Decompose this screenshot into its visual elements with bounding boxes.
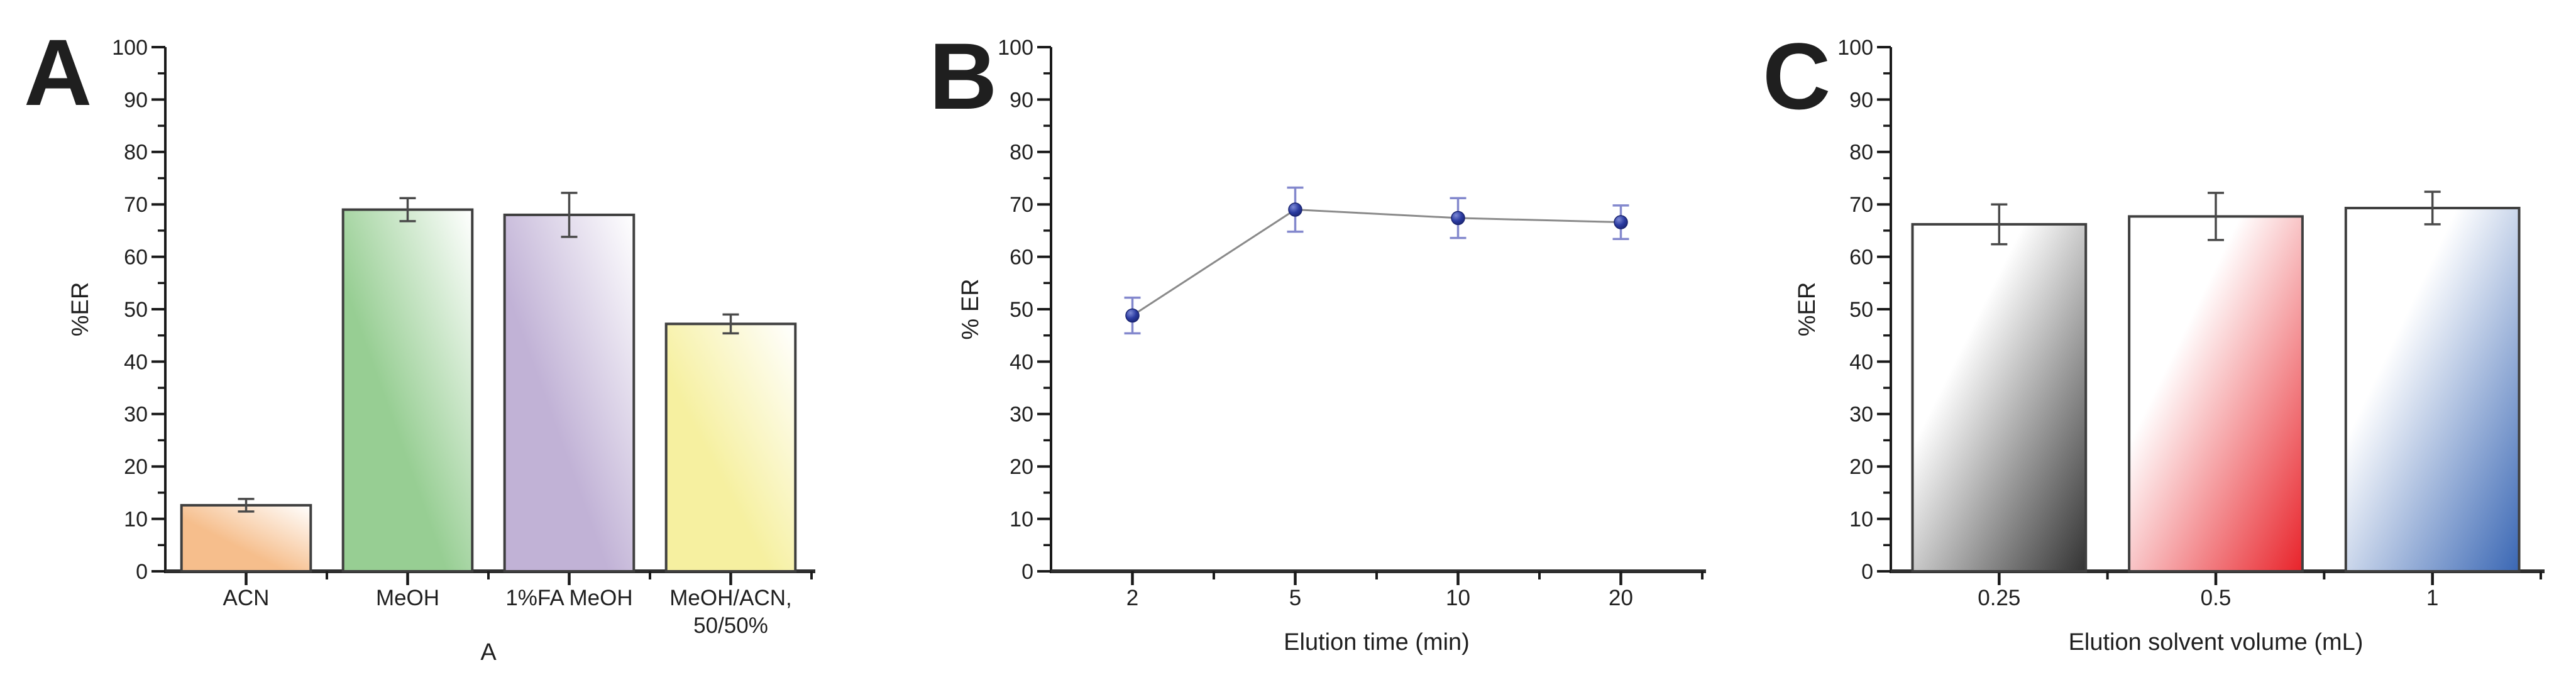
- x-axis-title: Elution time (min): [1284, 629, 1470, 656]
- y-tick-label: 80: [1010, 141, 1033, 165]
- x-axis-title: Elution solvent volume (mL): [2069, 629, 2364, 656]
- x-tick-label: 0.5: [2201, 586, 2232, 610]
- y-tick-label: 70: [1010, 193, 1033, 217]
- y-tick-label: 30: [124, 403, 148, 427]
- y-tick-label: 50: [1010, 298, 1033, 322]
- bar: [341, 208, 474, 573]
- y-tick-label: 10: [1849, 508, 1873, 532]
- x-tick-label: 10: [1446, 586, 1470, 610]
- y-tick-label: 60: [1010, 246, 1033, 270]
- y-tick-label: 80: [124, 141, 148, 165]
- bar: [664, 322, 797, 573]
- y-tick-label: 80: [1849, 141, 1873, 165]
- y-tick-label: 90: [1010, 88, 1033, 112]
- y-tick-label: 50: [124, 298, 148, 322]
- y-axis-title: % ER: [957, 278, 984, 339]
- panel-letter-a: A: [24, 19, 92, 125]
- y-tick-label: 30: [1849, 403, 1873, 427]
- y-tick-label: 20: [124, 455, 148, 479]
- bar: [1911, 222, 2088, 573]
- bar: [2128, 215, 2304, 573]
- bar-chart-elution-solvent-volume: 0 10 20 30 40 50 60 70 80 90 100 0.25 0.5 1 Elution so…: [1794, 36, 2545, 656]
- data-point: [1614, 215, 1628, 229]
- y-tick-label: 10: [124, 508, 148, 532]
- x-tick-label: MeOH: [376, 586, 439, 610]
- y-tick-label: 0: [136, 560, 148, 584]
- x-tick-label: ACN: [223, 586, 270, 610]
- y-tick-label: 50: [1849, 298, 1873, 322]
- y-axis-title: %ER: [67, 282, 94, 337]
- y-tick-label: 30: [1010, 403, 1033, 427]
- y-tick-label: 100: [112, 36, 148, 60]
- data-point: [1451, 211, 1465, 226]
- x-tick-label: 1%FA MeOH: [505, 586, 632, 610]
- data-point: [1125, 308, 1140, 323]
- bar: [2344, 207, 2521, 573]
- data-line: [1131, 209, 1621, 317]
- y-tick-label: 20: [1849, 455, 1873, 479]
- y-tick-label: 20: [1010, 455, 1033, 479]
- y-tick-label: 0: [1861, 560, 1873, 584]
- bar: [503, 213, 636, 573]
- data-point: [1288, 202, 1302, 217]
- panel-letter-b: B: [929, 23, 997, 129]
- y-tick-label: 100: [1837, 36, 1873, 60]
- x-tick-label: 1: [2426, 586, 2438, 610]
- y-tick-label: 90: [124, 88, 148, 112]
- y-tick-label: 40: [1010, 350, 1033, 374]
- bar: [180, 503, 312, 573]
- x-tick-label: 2: [1126, 586, 1138, 610]
- panel-a: 0 10 20 30 40 50 60 70 80 90 100 ACN MeOH 1%FA MeOH Me…: [0, 0, 859, 675]
- y-tick-label: 40: [124, 350, 148, 374]
- panel-b: 0 10 20 30 40 50 60 70 80 90 100 2 5 10 20 Elution time…: [859, 0, 1717, 675]
- y-tick-label: 60: [124, 246, 148, 270]
- x-tick-label: MeOH/ACN,: [669, 586, 791, 610]
- y-tick-label: 60: [1849, 246, 1873, 270]
- x-tick-label: 50/50%: [693, 613, 768, 638]
- y-tick-label: 40: [1849, 350, 1873, 374]
- x-axis-title: A: [480, 639, 497, 666]
- x-tick-label: 5: [1289, 586, 1301, 610]
- line-chart-elution-time: 0 10 20 30 40 50 60 70 80 90 100 2 5 10 20 Elution time…: [957, 36, 1706, 656]
- y-tick-label: 0: [1021, 560, 1033, 584]
- y-tick-label: 100: [998, 36, 1033, 60]
- y-tick-label: 10: [1010, 508, 1033, 532]
- y-tick-label: 70: [124, 193, 148, 217]
- x-tick-label: 20: [1609, 586, 1633, 610]
- panel-letter-c: C: [1763, 23, 1830, 129]
- y-axis-title: %ER: [1794, 282, 1820, 337]
- x-tick-label: 0.25: [1978, 586, 2020, 610]
- bar-chart-elution-solvent-type: 0 10 20 30 40 50 60 70 80 90 100 ACN MeOH 1%FA MeOH Me…: [67, 36, 815, 666]
- y-tick-label: 90: [1849, 88, 1873, 112]
- panel-c: 0 10 20 30 40 50 60 70 80 90 100 0.25 0.5 1 Elution so…: [1717, 0, 2576, 675]
- y-tick-label: 70: [1849, 193, 1873, 217]
